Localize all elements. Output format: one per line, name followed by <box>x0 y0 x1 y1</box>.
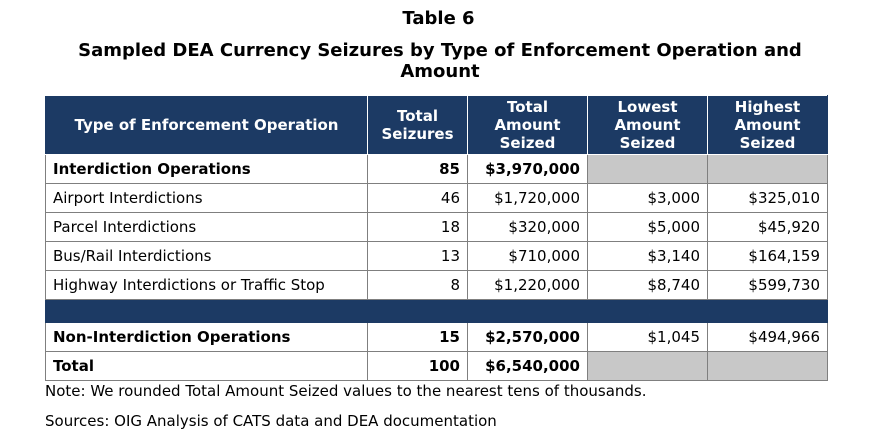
cell-type: Interdiction Operations <box>45 154 368 184</box>
table-subtitle: Sampled DEA Currency Seizures by Type of… <box>78 40 802 82</box>
cell-total-amount: $710,000 <box>467 241 588 271</box>
cell-lowest-amount: $3,000 <box>587 183 708 213</box>
column-header-type: Type of Enforcement Operation <box>45 95 368 155</box>
cell-lowest-amount-empty <box>587 351 708 381</box>
cell-total-seizures: 13 <box>367 241 468 271</box>
table-row-bus-rail-interdictions: Bus/Rail Interdictions 13 $710,000 $3,14… <box>45 241 828 271</box>
cell-type: Total <box>45 351 368 381</box>
cell-type: Bus/Rail Interdictions <box>45 241 368 271</box>
table-divider-row <box>45 299 828 323</box>
cell-lowest-amount: $8,740 <box>587 270 708 300</box>
seizures-table: Type of Enforcement Operation Total Seiz… <box>45 95 828 381</box>
cell-type: Airport Interdictions <box>45 183 368 213</box>
table-row-highway-interdictions: Highway Interdictions or Traffic Stop 8 … <box>45 270 828 300</box>
cell-highest-amount: $325,010 <box>707 183 828 213</box>
column-header-lowest-amount: Lowest Amount Seized <box>587 95 708 155</box>
cell-highest-amount: $164,159 <box>707 241 828 271</box>
cell-type: Non-Interdiction Operations <box>45 322 368 352</box>
cell-highest-amount: $45,920 <box>707 212 828 242</box>
column-header-total-seizures: Total Seizures <box>367 95 468 155</box>
table-row-total: Total 100 $6,540,000 <box>45 351 828 381</box>
cell-lowest-amount: $1,045 <box>587 322 708 352</box>
cell-total-amount: $2,570,000 <box>467 322 588 352</box>
cell-lowest-amount-empty <box>587 154 708 184</box>
cell-total-amount: $1,220,000 <box>467 270 588 300</box>
cell-total-seizures: 15 <box>367 322 468 352</box>
cell-total-seizures: 85 <box>367 154 468 184</box>
cell-lowest-amount: $3,140 <box>587 241 708 271</box>
divider-cell <box>45 299 828 323</box>
cell-highest-amount-empty <box>707 154 828 184</box>
cell-total-seizures: 100 <box>367 351 468 381</box>
cell-total-seizures: 46 <box>367 183 468 213</box>
cell-total-seizures: 8 <box>367 270 468 300</box>
table-row-non-interdiction-operations: Non-Interdiction Operations 15 $2,570,00… <box>45 322 828 352</box>
cell-type: Parcel Interdictions <box>45 212 368 242</box>
cell-total-amount: $320,000 <box>467 212 588 242</box>
cell-total-amount: $3,970,000 <box>467 154 588 184</box>
cell-total-amount: $6,540,000 <box>467 351 588 381</box>
cell-type: Highway Interdictions or Traffic Stop <box>45 270 368 300</box>
table-header-row: Type of Enforcement Operation Total Seiz… <box>45 95 828 155</box>
table-sources: Sources: OIG Analysis of CATS data and D… <box>45 412 497 430</box>
table-row-parcel-interdictions: Parcel Interdictions 18 $320,000 $5,000 … <box>45 212 828 242</box>
column-header-total-amount: Total Amount Seized <box>467 95 588 155</box>
cell-lowest-amount: $5,000 <box>587 212 708 242</box>
table-title: Table 6 <box>402 8 475 29</box>
table-note: Note: We rounded Total Amount Seized val… <box>45 382 647 400</box>
cell-highest-amount: $599,730 <box>707 270 828 300</box>
cell-highest-amount: $494,966 <box>707 322 828 352</box>
table-row-airport-interdictions: Airport Interdictions 46 $1,720,000 $3,0… <box>45 183 828 213</box>
cell-total-amount: $1,720,000 <box>467 183 588 213</box>
column-header-highest-amount: Highest Amount Seized <box>707 95 828 155</box>
cell-highest-amount-empty <box>707 351 828 381</box>
cell-total-seizures: 18 <box>367 212 468 242</box>
table-row-interdiction-operations: Interdiction Operations 85 $3,970,000 <box>45 154 828 184</box>
